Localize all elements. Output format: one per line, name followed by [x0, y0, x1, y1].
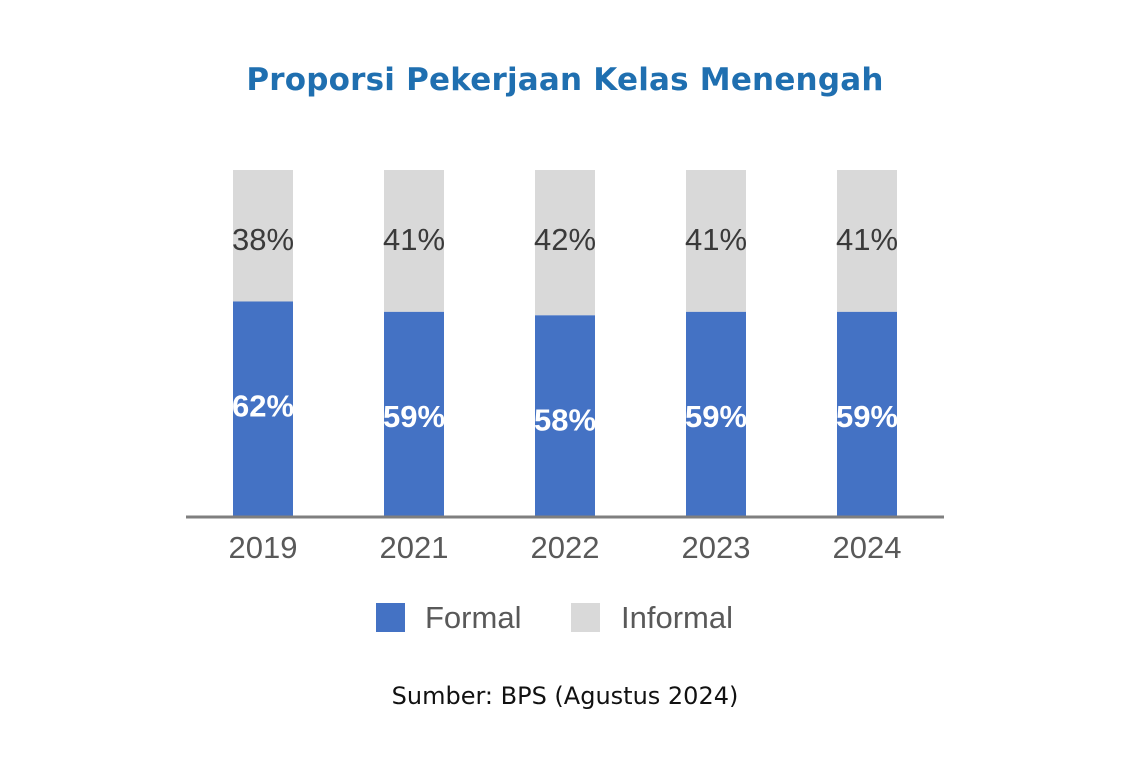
data-label-formal-2022: 58%: [534, 402, 596, 437]
bar-informal-2024: [837, 170, 897, 312]
bar-formal-2024: [837, 311, 897, 516]
data-label-formal-2023: 59%: [685, 399, 747, 434]
x-tick-label-2022: 2022: [531, 530, 600, 565]
data-label-formal-2019: 62%: [232, 388, 294, 423]
x-tick-label-2019: 2019: [229, 530, 298, 565]
bar-informal-2023: [686, 170, 746, 312]
bar-formal-2021: [384, 311, 444, 516]
data-label-informal-2024: 41%: [836, 222, 898, 257]
legend-swatch-informal: [571, 603, 600, 632]
data-label-formal-2021: 59%: [383, 399, 445, 434]
chart-title: Proporsi Pekerjaan Kelas Menengah: [246, 62, 884, 98]
bar-formal-2019: [233, 301, 293, 516]
bar-formal-2022: [535, 315, 595, 516]
data-label-informal-2021: 41%: [383, 222, 445, 257]
data-label-informal-2019: 38%: [232, 222, 294, 257]
bar-informal-2022: [535, 170, 595, 316]
x-tick-label-2024: 2024: [833, 530, 902, 565]
legend-label-formal: Formal: [425, 600, 521, 635]
data-label-informal-2022: 42%: [534, 222, 596, 257]
source-note: Sumber: BPS (Agustus 2024): [391, 682, 739, 710]
data-label-informal-2023: 41%: [685, 222, 747, 257]
x-tick-label-2023: 2023: [682, 530, 751, 565]
bar-informal-2019: [233, 170, 293, 302]
bar-informal-2021: [384, 170, 444, 312]
legend-swatch-formal: [376, 603, 405, 632]
x-tick-label-2021: 2021: [380, 530, 449, 565]
bar-formal-2023: [686, 311, 746, 516]
data-label-formal-2024: 59%: [836, 399, 898, 434]
legend-label-informal: Informal: [621, 600, 733, 635]
